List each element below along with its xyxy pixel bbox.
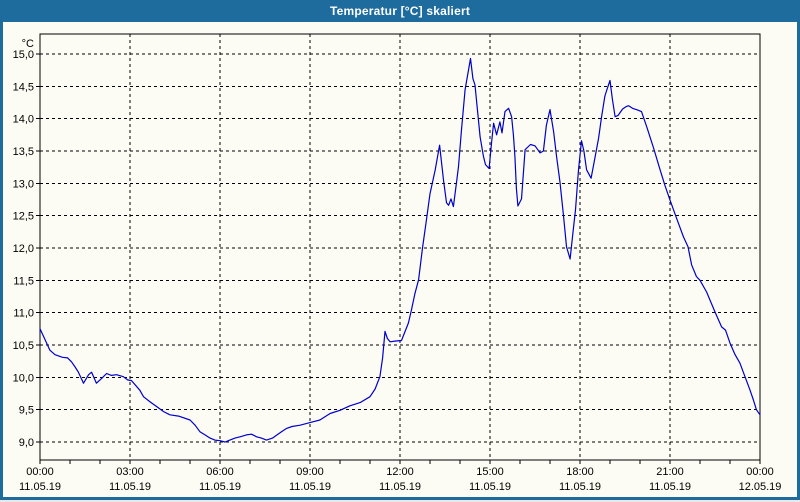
- temperature-chart: 15,0 14,5 14,0 13,5 13,0 12,5 12,0 11,5 11,0 10,5…: [13, 33, 781, 493]
- chart-container: 15,0 14,5 14,0 13,5 13,0 12,5 12,0 11,5 11,0 10,5…: [3, 22, 797, 497]
- x-tick-date-label: 11.05.19: [469, 481, 511, 493]
- y-tick-label: 13,5: [13, 146, 34, 158]
- x-tick-date-label: 11.05.19: [19, 481, 61, 493]
- x-tick-date-label: 11.05.19: [109, 481, 151, 493]
- x-tick-time-label: 21:00: [656, 466, 684, 478]
- y-tick-labels: 15,0 14,5 14,0 13,5 13,0 12,5 12,0 11,5 11,0 10,5…: [13, 38, 34, 449]
- axis-ticks: [36, 53, 761, 464]
- x-tick-time-label: 03:00: [116, 466, 144, 478]
- x-tick-time-label: 12:00: [386, 466, 414, 478]
- x-gridlines: [129, 34, 671, 460]
- x-tick-date-label: 11.05.19: [289, 481, 331, 493]
- y-tick-label: 10,5: [13, 340, 34, 352]
- x-tick-labels: 00:00 11.05.19 03:00 11.05.19 06:00 11.05.19 0…: [19, 466, 781, 493]
- window-title-bar: Temperatur [°C] skaliert: [0, 0, 800, 22]
- x-tick-time-label: 06:00: [206, 466, 234, 478]
- x-tick-date-label: 11.05.19: [649, 481, 691, 493]
- plot-border: [39, 33, 761, 461]
- x-tick-date-label: 11.05.19: [199, 481, 241, 493]
- y-tick-label: 12,0: [13, 243, 34, 255]
- y-tick-label: 11,0: [13, 308, 34, 320]
- y-tick-label: 12,5: [13, 211, 34, 223]
- temperature-series-line: [39, 57, 761, 443]
- y-tick-label: 9,5: [19, 405, 34, 417]
- x-tick-time-label: 00:00: [26, 466, 54, 478]
- y-tick-label: 10,0: [13, 372, 34, 384]
- y-tick-label: 13,0: [13, 178, 34, 190]
- x-tick-time-label: 00:00: [746, 466, 774, 478]
- y-tick-label: 11,5: [13, 275, 34, 287]
- y-tick-label: 15,0: [13, 49, 34, 61]
- y-axis-unit-label: °C: [22, 38, 34, 50]
- x-tick-date-label: 12.05.19: [739, 481, 782, 493]
- x-tick-time-label: 18:00: [566, 466, 594, 478]
- x-tick-time-label: 09:00: [296, 466, 324, 478]
- x-tick-date-label: 11.05.19: [559, 481, 601, 493]
- y-tick-label: 14,0: [13, 114, 34, 126]
- x-tick-time-label: 15:00: [476, 466, 504, 478]
- x-tick-date-label: 11.05.19: [379, 481, 421, 493]
- y-tick-label: 14,5: [13, 81, 34, 93]
- window-title: Temperatur [°C] skaliert: [329, 4, 471, 18]
- y-tick-label: 9,0: [19, 437, 34, 449]
